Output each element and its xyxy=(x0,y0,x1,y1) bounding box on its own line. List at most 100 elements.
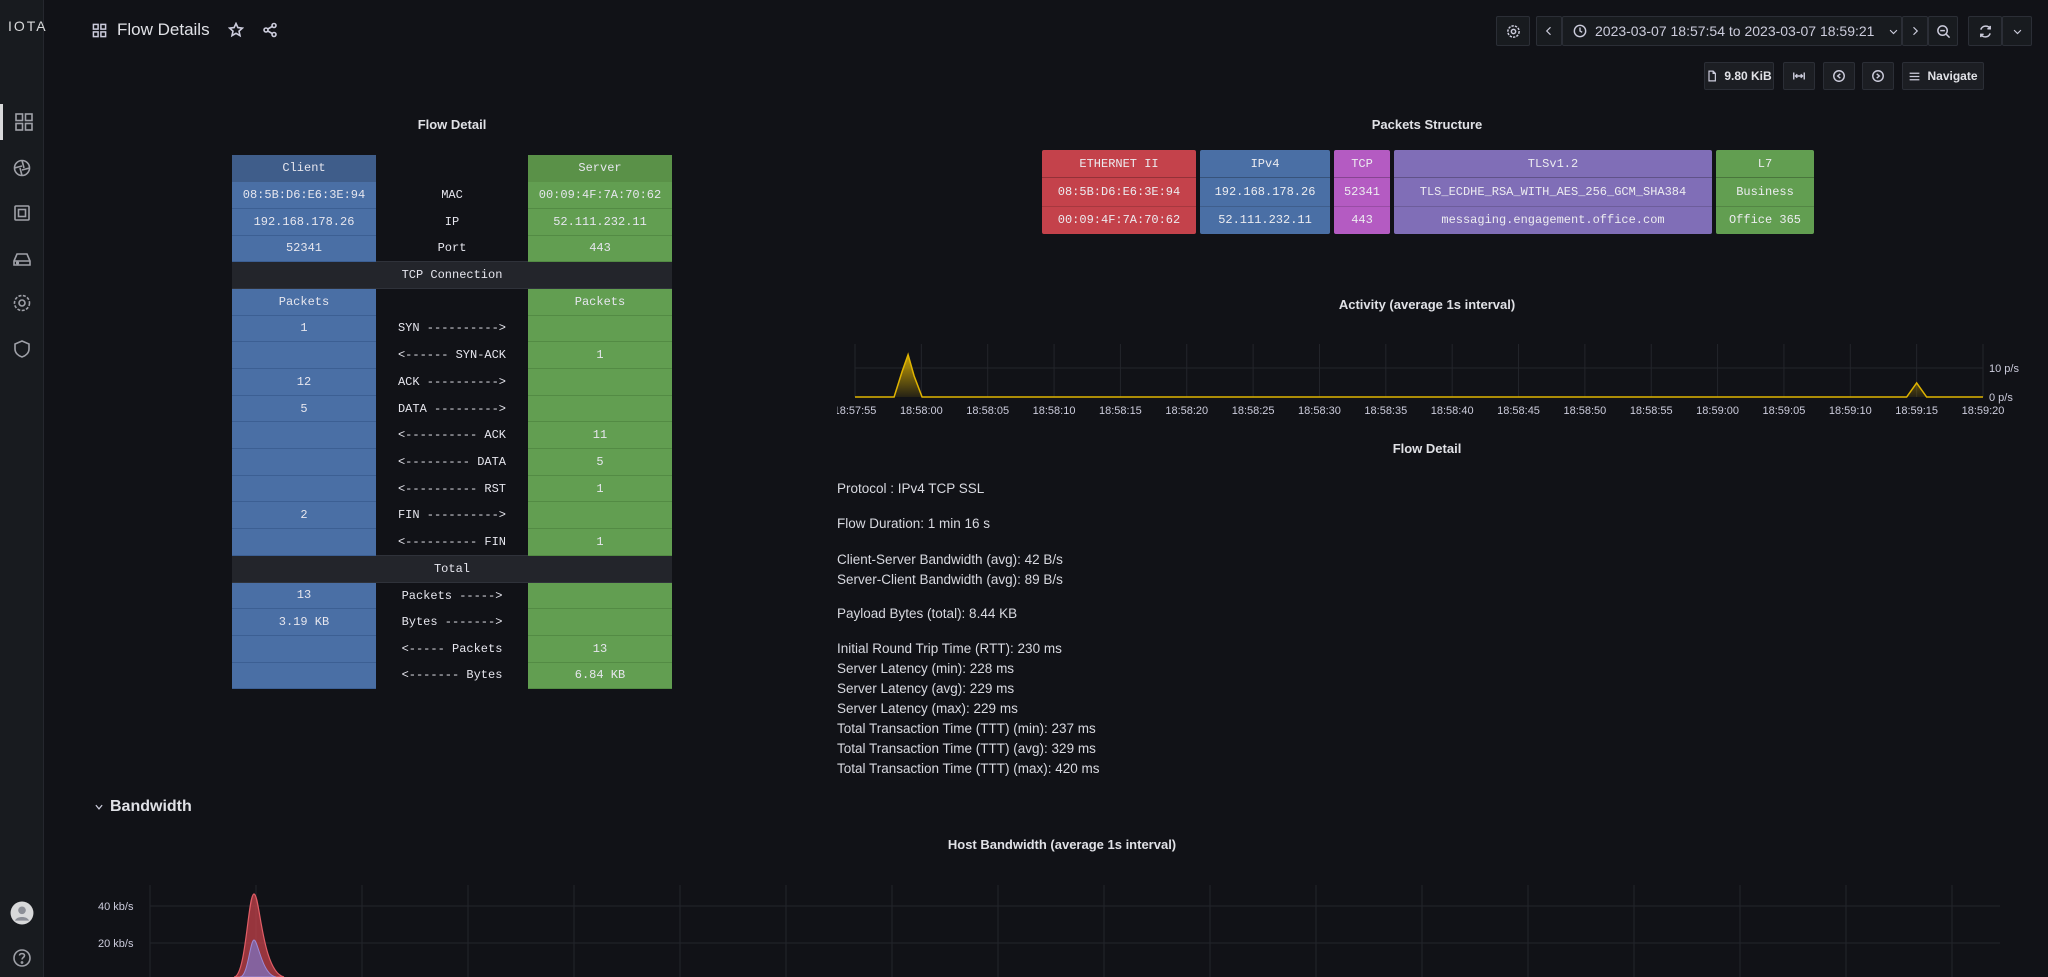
flow-detail-table: Client Server 08:5B:D6:E6:3E:94 MAC 00:09:4F… xyxy=(232,155,672,690)
time-back-button[interactable] xyxy=(1536,16,1562,46)
x-tick-label: 18:58:20 xyxy=(1165,405,1208,417)
client-cell xyxy=(232,341,376,369)
y-tick-label: 40 kb/s xyxy=(98,901,134,913)
tcp-connection-section: TCP Connection xyxy=(232,261,672,289)
client-cell: Client xyxy=(232,155,376,182)
flow-detail-line: Payload Bytes (total): 8.44 KB xyxy=(837,606,1018,621)
client-cell: 08:5B:D6:E6:3E:94 xyxy=(232,181,376,209)
flow-detail-line: Client-Server Bandwidth (avg): 42 B/s xyxy=(837,552,1063,567)
flow-detail-line: Server Latency (avg): 229 ms xyxy=(837,681,1015,696)
star-icon[interactable] xyxy=(227,22,244,38)
table-row: <------- Bytes 6.84 KB xyxy=(232,662,672,690)
table-row: 2 FIN ----------> xyxy=(232,501,672,530)
table-row: 3.19 KB Bytes -------> xyxy=(232,608,672,636)
client-cell xyxy=(232,528,376,556)
dashboards-icon[interactable] xyxy=(0,104,44,140)
sidebar: IOTA xyxy=(0,0,46,977)
chevron-down-icon xyxy=(95,804,103,810)
flow-detail-line: Server Latency (min): 228 ms xyxy=(837,661,1015,676)
server-cell xyxy=(528,501,672,530)
bandwidth-section-header[interactable]: Bandwidth xyxy=(94,798,192,816)
navigate-button[interactable]: Navigate xyxy=(1902,62,1984,90)
refresh-button[interactable] xyxy=(1968,16,2002,46)
server-cell xyxy=(528,315,672,343)
row-label: <------ SYN-ACK xyxy=(397,348,507,363)
client-cell: 3.19 KB xyxy=(232,608,376,636)
settings-icon[interactable] xyxy=(0,285,44,321)
client-cell xyxy=(232,662,376,690)
activity-line xyxy=(855,352,1983,398)
chevron-down-icon xyxy=(1890,29,1898,34)
navigate-label: Navigate xyxy=(1927,69,1978,83)
explore-icon[interactable] xyxy=(0,150,44,186)
client-cell xyxy=(232,635,376,663)
x-tick-label: 18:58:40 xyxy=(1431,405,1474,417)
rewind-button[interactable] xyxy=(1823,62,1855,90)
share-icon[interactable] xyxy=(262,22,278,38)
client-cell xyxy=(232,421,376,450)
host-bandwidth-chart: 40 kb/s 20 kb/s xyxy=(90,880,2010,977)
packet-layer: IPv4 192.168.178.26 52.111.232.11 xyxy=(1200,150,1330,234)
server-cell: 1 xyxy=(528,528,672,556)
client-cell: Packets xyxy=(232,288,376,316)
storage-icon[interactable] xyxy=(0,241,44,277)
forward-button[interactable] xyxy=(1862,62,1894,90)
zoom-out-button[interactable] xyxy=(1928,16,1958,46)
layer-header: IPv4 xyxy=(1200,150,1330,179)
activity-chart-title: Activity (average 1s interval) xyxy=(1338,297,1516,312)
client-cell xyxy=(232,475,376,503)
y-tick-label: 0 p/s xyxy=(1989,392,2013,404)
app-logo[interactable]: IOTA xyxy=(8,18,48,34)
time-forward-button[interactable] xyxy=(1902,16,1928,46)
server-cell xyxy=(528,395,672,423)
alerting-icon[interactable] xyxy=(0,195,44,231)
packet-layer: TCP 52341 443 xyxy=(1334,150,1390,234)
bandwidth-series-2 xyxy=(239,939,277,977)
packet-layer: L7 Business Office 365 xyxy=(1716,150,1814,234)
x-tick-label: 18:58:25 xyxy=(1232,405,1275,417)
server-cell: 6.84 KB xyxy=(528,662,672,690)
table-row: 192.168.178.26 IP 52.111.232.11 xyxy=(232,208,672,236)
user-avatar[interactable] xyxy=(0,895,44,931)
refresh-interval-dropdown[interactable] xyxy=(2002,16,2032,46)
time-range-label: 2023-03-07 18:57:54 to 2023-03-07 18:59:… xyxy=(1595,23,1875,39)
clock-icon xyxy=(1573,24,1587,38)
table-row: <----- Packets 13 xyxy=(232,635,672,663)
row-label: DATA ---------> xyxy=(397,401,507,416)
table-row: <---------- FIN 1 xyxy=(232,528,672,556)
row-label: Bytes -------> xyxy=(401,615,503,630)
row-label: ACK ----------> xyxy=(397,374,507,389)
server-cell: 5 xyxy=(528,448,672,476)
dashboard-title-area: Flow Details xyxy=(92,20,278,40)
shield-icon[interactable] xyxy=(0,331,44,367)
file-size-button[interactable]: 9.80 KiB xyxy=(1704,62,1774,90)
fit-width-button[interactable] xyxy=(1783,62,1815,90)
help-icon[interactable] xyxy=(0,940,44,976)
packet-layer: ETHERNET II 08:5B:D6:E6:3E:94 00:09:4F:7A:… xyxy=(1042,150,1196,234)
table-row: 12 ACK ----------> xyxy=(232,368,672,396)
row-label: <---------- FIN xyxy=(397,534,507,549)
table-row: 52341 Port 443 xyxy=(232,235,672,263)
row-label: <----- Packets xyxy=(401,641,503,656)
x-tick-label: 18:57:55 xyxy=(837,405,876,417)
page-title[interactable]: Flow Details xyxy=(117,20,210,39)
time-range-picker[interactable]: 2023-03-07 18:57:54 to 2023-03-07 18:59:… xyxy=(1562,16,1902,46)
row-label: SYN ----------> xyxy=(397,321,507,336)
dashboard-settings-button[interactable] xyxy=(1496,16,1530,46)
layer-header: TCP xyxy=(1334,150,1390,179)
dashboard-grid-icon xyxy=(92,23,107,38)
bandwidth-series-1 xyxy=(233,893,285,977)
activity-chart: 18:57:55 18:58:00 18:58:05 18:58:10 18:58:15… xyxy=(834,336,2027,426)
x-tick-label: 18:58:15 xyxy=(1099,405,1142,417)
layer-line-1: 52341 xyxy=(1334,178,1390,207)
server-cell: 1 xyxy=(528,341,672,369)
x-tick-label: 18:58:00 xyxy=(900,405,943,417)
table-row: 13 Packets -----> xyxy=(232,582,672,610)
layer-line-2: Office 365 xyxy=(1728,213,1801,228)
row-label xyxy=(376,288,528,315)
row-label xyxy=(376,155,528,182)
table-row: 08:5B:D6:E6:3E:94 MAC 00:09:4F:7A:70:62 xyxy=(232,181,672,209)
row-label: IP xyxy=(444,214,460,229)
layer-line-2: 443 xyxy=(1351,213,1373,228)
flow-detail-line: Server Latency (max): 229 ms xyxy=(837,701,1018,716)
